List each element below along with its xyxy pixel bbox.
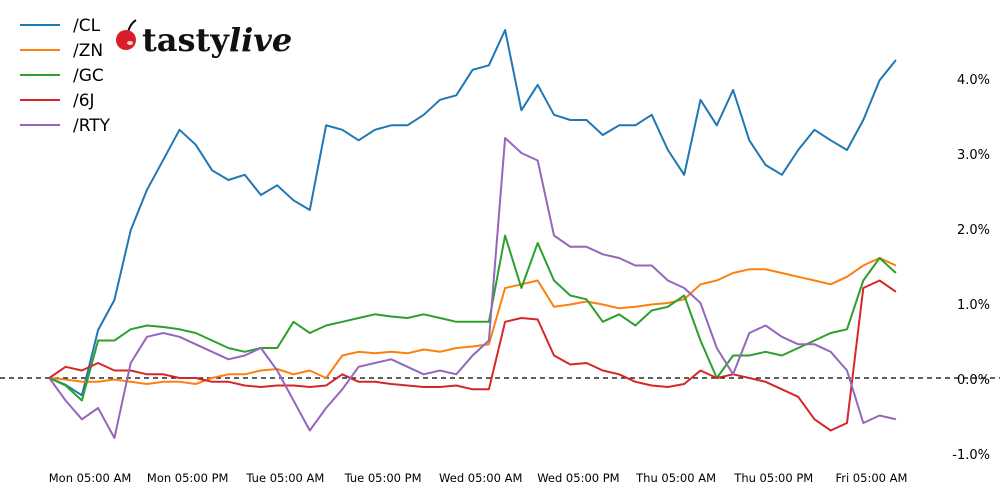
y-axis: 4.0% 3.0% 2.0% 1.0% 0.0% -1.0% [952,73,990,463]
x-tick-label: Fri 05:00 AM [835,471,907,485]
x-axis: Mon 05:00 AM Mon 05:00 PM Tue 05:00 AM Tue … [49,471,908,485]
y-tick-label: 4.0% [957,73,990,88]
series-line-cl [48,29,897,397]
cherry-icon [116,19,137,50]
x-tick-label: Thu 05:00 PM [733,471,813,485]
y-tick-label: 3.0% [957,148,990,163]
series-line-gc [48,234,897,402]
x-tick-label: Mon 05:00 PM [147,471,229,485]
y-tick-label: 1.0% [957,298,990,313]
x-tick-label: Wed 05:00 AM [439,471,522,485]
series-layer [48,29,897,439]
series-line-6j [48,279,897,432]
legend: /CL/ZN/GC/6J/RTY [20,16,111,136]
x-tick-label: Mon 05:00 AM [49,471,132,485]
tastylive-logo: tastylive [116,19,292,59]
x-tick-label: Wed 05:00 PM [537,471,619,485]
legend-label: /6J [73,91,95,111]
x-tick-label: Tue 05:00 AM [245,471,324,485]
y-tick-label: 0.0% [957,373,990,388]
svg-text:tastylive: tastylive [142,21,292,59]
y-tick-label: -1.0% [952,448,990,463]
legend-label: /CL [73,16,101,36]
legend-label: /ZN [73,41,103,61]
x-tick-label: Tue 05:00 PM [344,471,422,485]
y-tick-label: 2.0% [957,223,990,238]
series-line-zn [49,257,897,385]
series-line-rty [48,137,897,439]
legend-label: /RTY [73,116,111,136]
x-tick-label: Thu 05:00 AM [635,471,716,485]
legend-label: /GC [73,66,104,86]
